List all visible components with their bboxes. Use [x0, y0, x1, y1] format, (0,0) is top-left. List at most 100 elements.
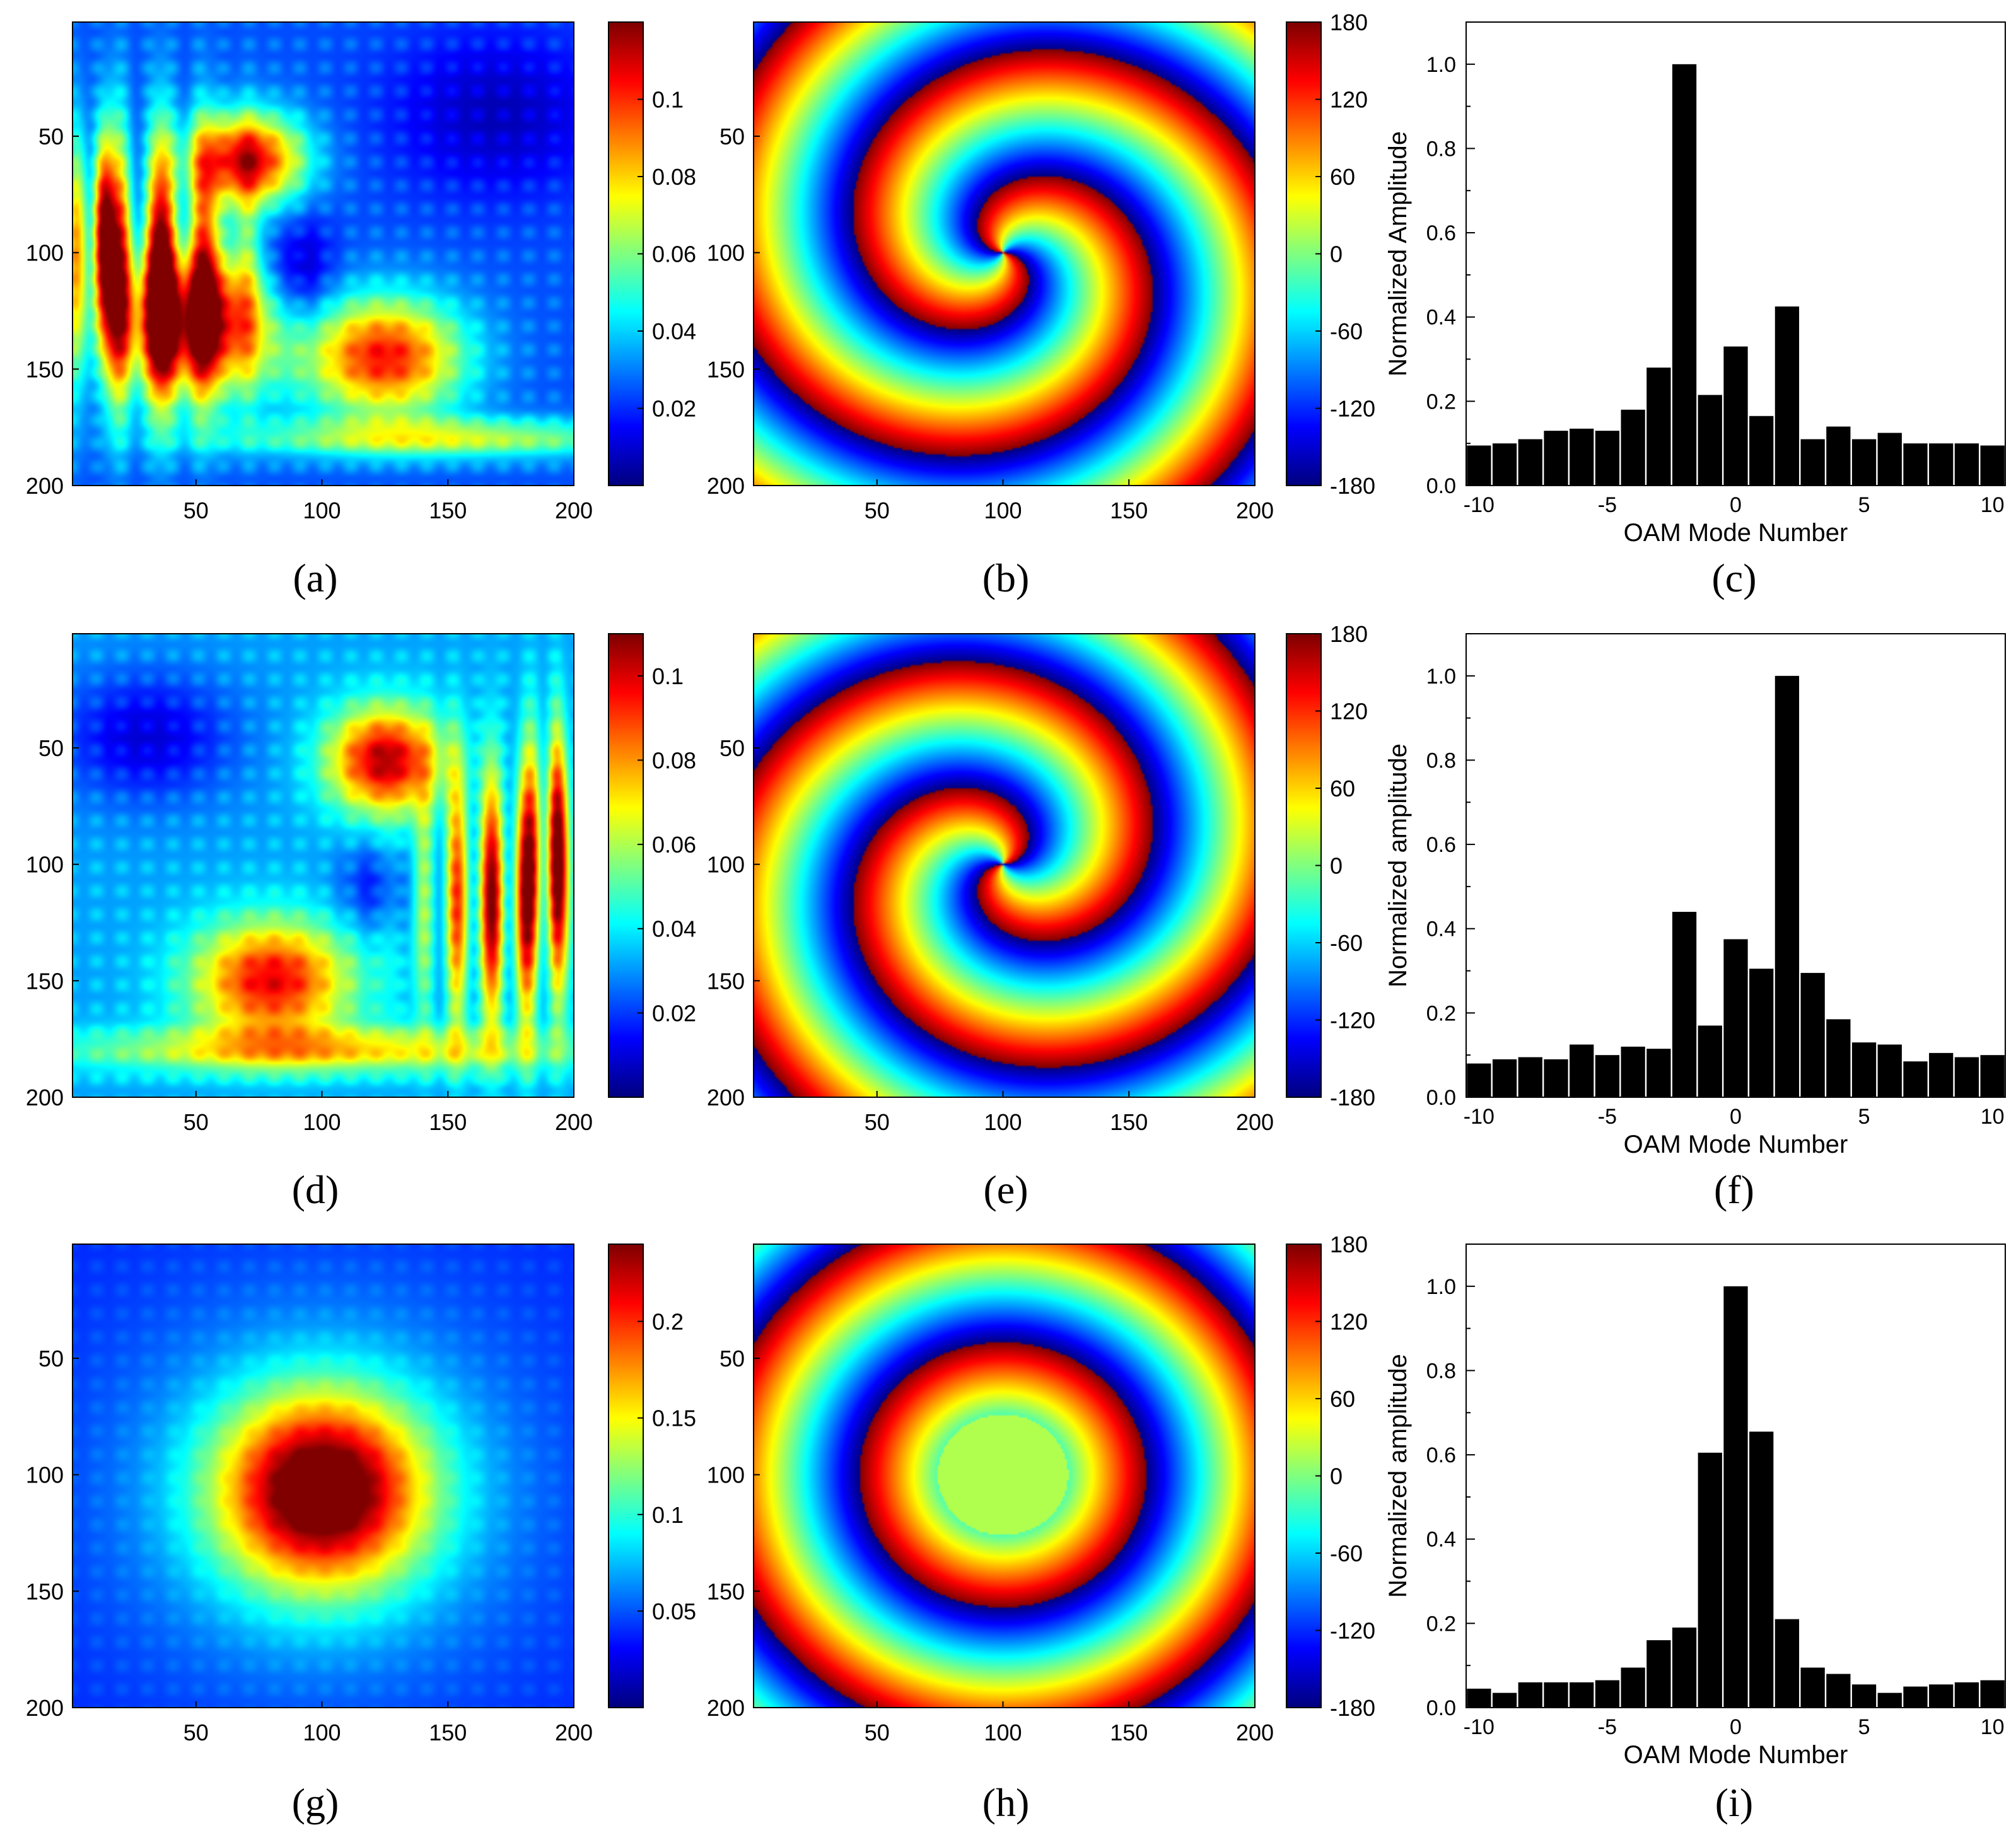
- panel-caption-b: (b): [982, 556, 1030, 600]
- bar-mode--6: [1570, 1044, 1594, 1097]
- bar-mode--1: [1698, 395, 1722, 486]
- y-tick-label: 100: [26, 240, 64, 266]
- y-tick-label: 0.4: [1426, 1528, 1456, 1552]
- y-tick-label: 100: [707, 1462, 745, 1488]
- x-tick-label: 100: [303, 1720, 341, 1745]
- bar-mode-3: [1800, 972, 1825, 1097]
- y-tick-label: 0.6: [1426, 221, 1456, 245]
- bar-panel-c: -10 -5 0 5 10 0.0 0.2 0.4 0.6 0.8 1.0 OAM Mode Numb…: [1384, 21, 2006, 547]
- colorbar-tick-label: 0.02: [652, 396, 696, 422]
- bar-mode-6: [1877, 1044, 1902, 1097]
- panel-caption-h: (h): [982, 1780, 1030, 1825]
- colorbar-tick-label: 0.15: [652, 1406, 696, 1431]
- x-tick-label: 200: [1236, 1109, 1274, 1135]
- bar-mode-2: [1774, 675, 1800, 1097]
- heatmap-image-g: [73, 1244, 574, 1708]
- y-tick-label: 0.2: [1426, 1612, 1456, 1636]
- bar-mode--4: [1621, 409, 1645, 486]
- colorbar-tick-label: -120: [1330, 1618, 1375, 1644]
- bar-mode-1: [1749, 416, 1774, 486]
- bar-mode-4: [1826, 1674, 1851, 1708]
- x-tick-label: 100: [984, 1109, 1022, 1135]
- x-tick-label: 0: [1730, 1715, 1742, 1739]
- colorbar-tick-label: 60: [1330, 164, 1355, 190]
- x-tick-label: 5: [1858, 493, 1870, 517]
- bar-mode--7: [1544, 1059, 1568, 1097]
- bar-mode-3: [1800, 1667, 1825, 1708]
- x-tick-label: 50: [184, 1109, 209, 1135]
- bar-mode-8: [1929, 1052, 1954, 1097]
- colorbar-gradient-a: [609, 22, 643, 486]
- colorbar-tick-label: 0.08: [652, 747, 696, 773]
- bar-mode-3: [1800, 439, 1825, 486]
- x-tick-label: 200: [1236, 498, 1274, 523]
- colorbar-tick-label: 180: [1330, 9, 1368, 35]
- y-tick-label: 200: [707, 473, 745, 499]
- colorbar-gradient-g: [609, 1244, 643, 1708]
- x-axis-label: OAM Mode Number: [1624, 1131, 1848, 1158]
- y-tick-label: 0.0: [1426, 474, 1456, 498]
- x-tick-label: 150: [429, 1109, 467, 1135]
- y-tick-label: 150: [26, 1578, 64, 1604]
- y-tick-label: 1.0: [1426, 53, 1456, 77]
- heatmap-image-h: [754, 1244, 1255, 1708]
- bar-mode--3: [1646, 1640, 1671, 1708]
- y-tick-label: 150: [707, 968, 745, 994]
- bar-mode-9: [1954, 443, 1979, 486]
- colorbar-tick-label: 60: [1330, 776, 1355, 801]
- x-tick-label: 50: [865, 1720, 890, 1745]
- heatmap-panel-b: 50 100 150 200 50 100 150 200 180 120 60 0 -60 -120 -1…: [707, 9, 1375, 523]
- heatmap-frame: [72, 21, 574, 486]
- bar-mode--2: [1672, 64, 1697, 486]
- x-axis-label: OAM Mode Number: [1624, 519, 1848, 547]
- bar-mode-1: [1749, 1431, 1774, 1708]
- y-tick-label: 100: [707, 852, 745, 878]
- y-tick-label: 150: [26, 356, 64, 382]
- bar-mode--4: [1621, 1046, 1645, 1097]
- y-tick-label: 0.2: [1426, 1001, 1456, 1025]
- panel-caption-c: (c): [1711, 556, 1756, 600]
- colorbar-tick-label: 0.04: [652, 916, 696, 942]
- colorbar-frame: [608, 1244, 644, 1708]
- y-tick-label: 0.0: [1426, 1696, 1456, 1720]
- x-tick-label: 200: [555, 1720, 593, 1745]
- x-tick-label: 150: [1110, 1109, 1148, 1135]
- panel-caption-a: (a): [293, 556, 337, 600]
- y-tick-label: 1.0: [1426, 665, 1456, 689]
- bar-mode--9: [1492, 443, 1517, 486]
- heatmap-panel-a: 50 100 150 200 50 100 150 200 0.02 0.04 0.06 0.08 0.…: [26, 21, 696, 523]
- bar-panel-i: -10 -5 0 5 10 0.0 0.2 0.4 0.6 0.8 1.0 OAM Mode Numb…: [1384, 1244, 2006, 1769]
- colorbar-tick-label: 60: [1330, 1386, 1355, 1412]
- bar-mode-8: [1929, 443, 1954, 486]
- y-tick-label: 50: [38, 1346, 64, 1372]
- x-tick-label: 50: [865, 498, 890, 523]
- x-tick-label: -5: [1598, 493, 1617, 517]
- x-tick-label: 200: [555, 1109, 593, 1135]
- panel-caption-d: (d): [292, 1167, 339, 1212]
- colorbar-tick-label: 0.1: [652, 1502, 684, 1528]
- colorbar-tick-label: 120: [1330, 87, 1368, 113]
- y-tick-label: 0.4: [1426, 918, 1456, 941]
- y-tick-label: 50: [720, 1346, 745, 1372]
- heatmap-panel-d: 50 100 150 200 50 100 150 200 0.02 0.04 0.06 0.08 0.…: [26, 633, 696, 1135]
- y-axis-label: Normalized Amplitude: [1384, 131, 1412, 376]
- y-tick-label: 50: [38, 735, 64, 761]
- colorbar-tick-label: 120: [1330, 1309, 1368, 1335]
- x-tick-label: 200: [1236, 1720, 1274, 1745]
- y-tick-label: 0.8: [1426, 1359, 1456, 1383]
- x-tick-label: 5: [1858, 1715, 1870, 1739]
- colorbar-tick-label: 0.06: [652, 242, 696, 267]
- y-tick-label: 100: [26, 1462, 64, 1488]
- panel-caption-e: (e): [983, 1167, 1028, 1212]
- colorbar-tick-label: 0.06: [652, 832, 696, 858]
- colorbar-tick-label: 0: [1330, 242, 1343, 267]
- y-axis-label: Normalized amplitude: [1384, 743, 1412, 987]
- y-tick-label: 100: [26, 852, 64, 878]
- x-tick-label: 50: [184, 498, 209, 523]
- colorbar-tick-label: 0.1: [652, 663, 684, 689]
- x-tick-label: 200: [555, 498, 593, 523]
- y-tick-label: 0.6: [1426, 833, 1456, 857]
- colorbar-tick-label: 0: [1330, 853, 1343, 879]
- y-tick-label: 50: [38, 124, 64, 149]
- bar-mode-2: [1774, 1619, 1800, 1708]
